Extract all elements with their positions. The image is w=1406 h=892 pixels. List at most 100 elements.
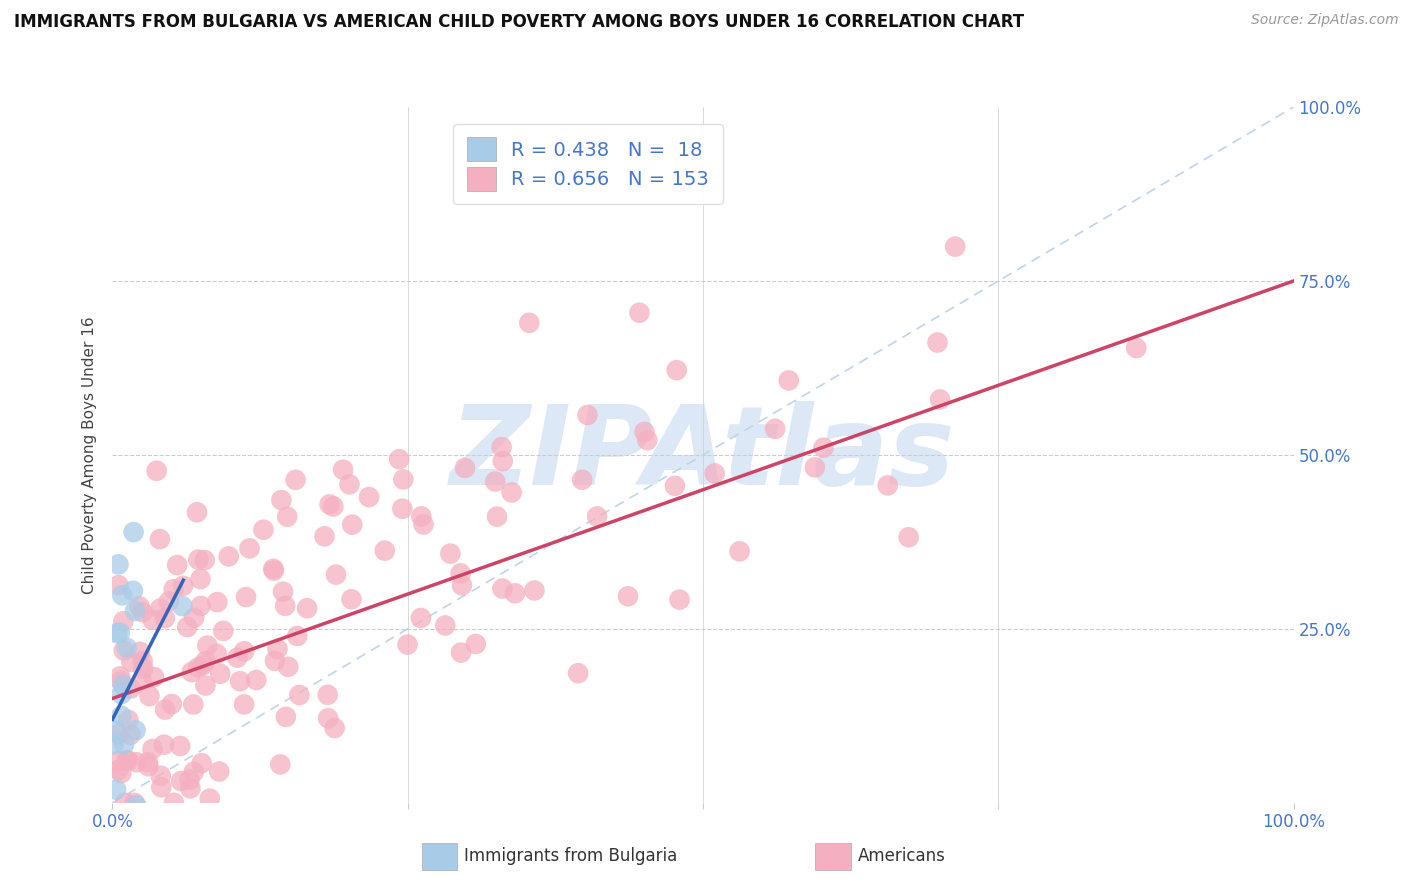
Point [108,669,131,683]
Text: Source: ZipAtlas.com: Source: ZipAtlas.com [1251,13,1399,28]
Point [197,639,219,653]
Point [226,650,249,665]
Point [763,422,786,436]
Point [117,754,139,768]
Point [271,584,294,599]
Point [112,643,135,657]
Point [120,655,142,669]
Point [628,306,651,320]
Point [567,666,589,681]
Text: Americans: Americans [858,847,945,865]
Point [207,595,229,609]
Point [141,613,163,627]
Point [190,572,212,586]
Point [112,737,135,751]
Point [264,654,287,668]
Point [124,796,146,810]
Point [571,473,593,487]
Point [150,780,173,795]
Point [277,660,299,674]
Point [245,673,267,687]
Point [115,640,138,655]
Point [439,547,461,561]
Point [115,753,138,767]
Point [198,791,221,805]
Point [813,441,835,455]
Point [523,583,546,598]
Point [586,509,609,524]
Point [136,756,159,770]
Point [114,796,136,810]
Point [491,582,513,596]
Point [664,479,686,493]
Point [392,472,415,486]
Point [411,509,433,524]
Point [434,618,457,632]
Point [180,665,202,679]
Point [342,517,364,532]
Point [104,723,127,738]
Point [183,764,205,779]
Point [636,433,658,447]
Point [131,605,153,619]
Point [388,452,411,467]
Point [149,601,172,615]
Point [212,624,235,638]
Point [450,566,472,581]
Point [191,658,214,673]
Point [288,688,311,702]
Point [107,763,129,777]
Point [112,614,135,628]
Point [454,461,477,475]
Point [163,796,186,810]
Point [122,583,145,598]
Point [110,708,132,723]
Point [233,644,256,658]
Point [208,764,231,779]
Point [190,599,212,613]
Point [238,541,260,556]
Point [274,599,297,613]
Point [396,638,419,652]
Point [111,678,134,692]
Point [316,711,339,725]
Point [149,769,172,783]
Point [129,645,152,659]
Point [374,543,396,558]
Point [464,637,486,651]
Point [804,460,827,475]
Point [927,335,949,350]
Point [263,564,285,578]
Point [270,493,292,508]
Point [153,703,176,717]
Point [318,497,340,511]
Point [409,611,432,625]
Point [269,757,291,772]
Point [181,698,204,712]
Point [314,529,336,543]
Point [149,532,172,546]
Point [235,590,257,604]
Text: ZIPAtlas: ZIPAtlas [450,401,956,508]
Point [728,544,751,558]
Point [340,592,363,607]
Point [108,625,131,640]
Text: Immigrants from Bulgaria: Immigrants from Bulgaria [464,847,678,865]
Point [205,647,228,661]
Point [284,473,307,487]
Point [876,478,898,492]
Point [668,592,690,607]
Point [322,500,344,514]
Point [105,782,128,797]
Point [179,772,201,787]
Point [1125,341,1147,355]
Point [233,698,256,712]
Point [576,408,599,422]
Y-axis label: Child Poverty Among Boys Under 16: Child Poverty Among Boys Under 16 [82,316,97,594]
Point [131,673,153,688]
Point [153,738,176,752]
Point [132,662,155,676]
Point [179,781,201,796]
Point [485,509,508,524]
Point [501,485,523,500]
